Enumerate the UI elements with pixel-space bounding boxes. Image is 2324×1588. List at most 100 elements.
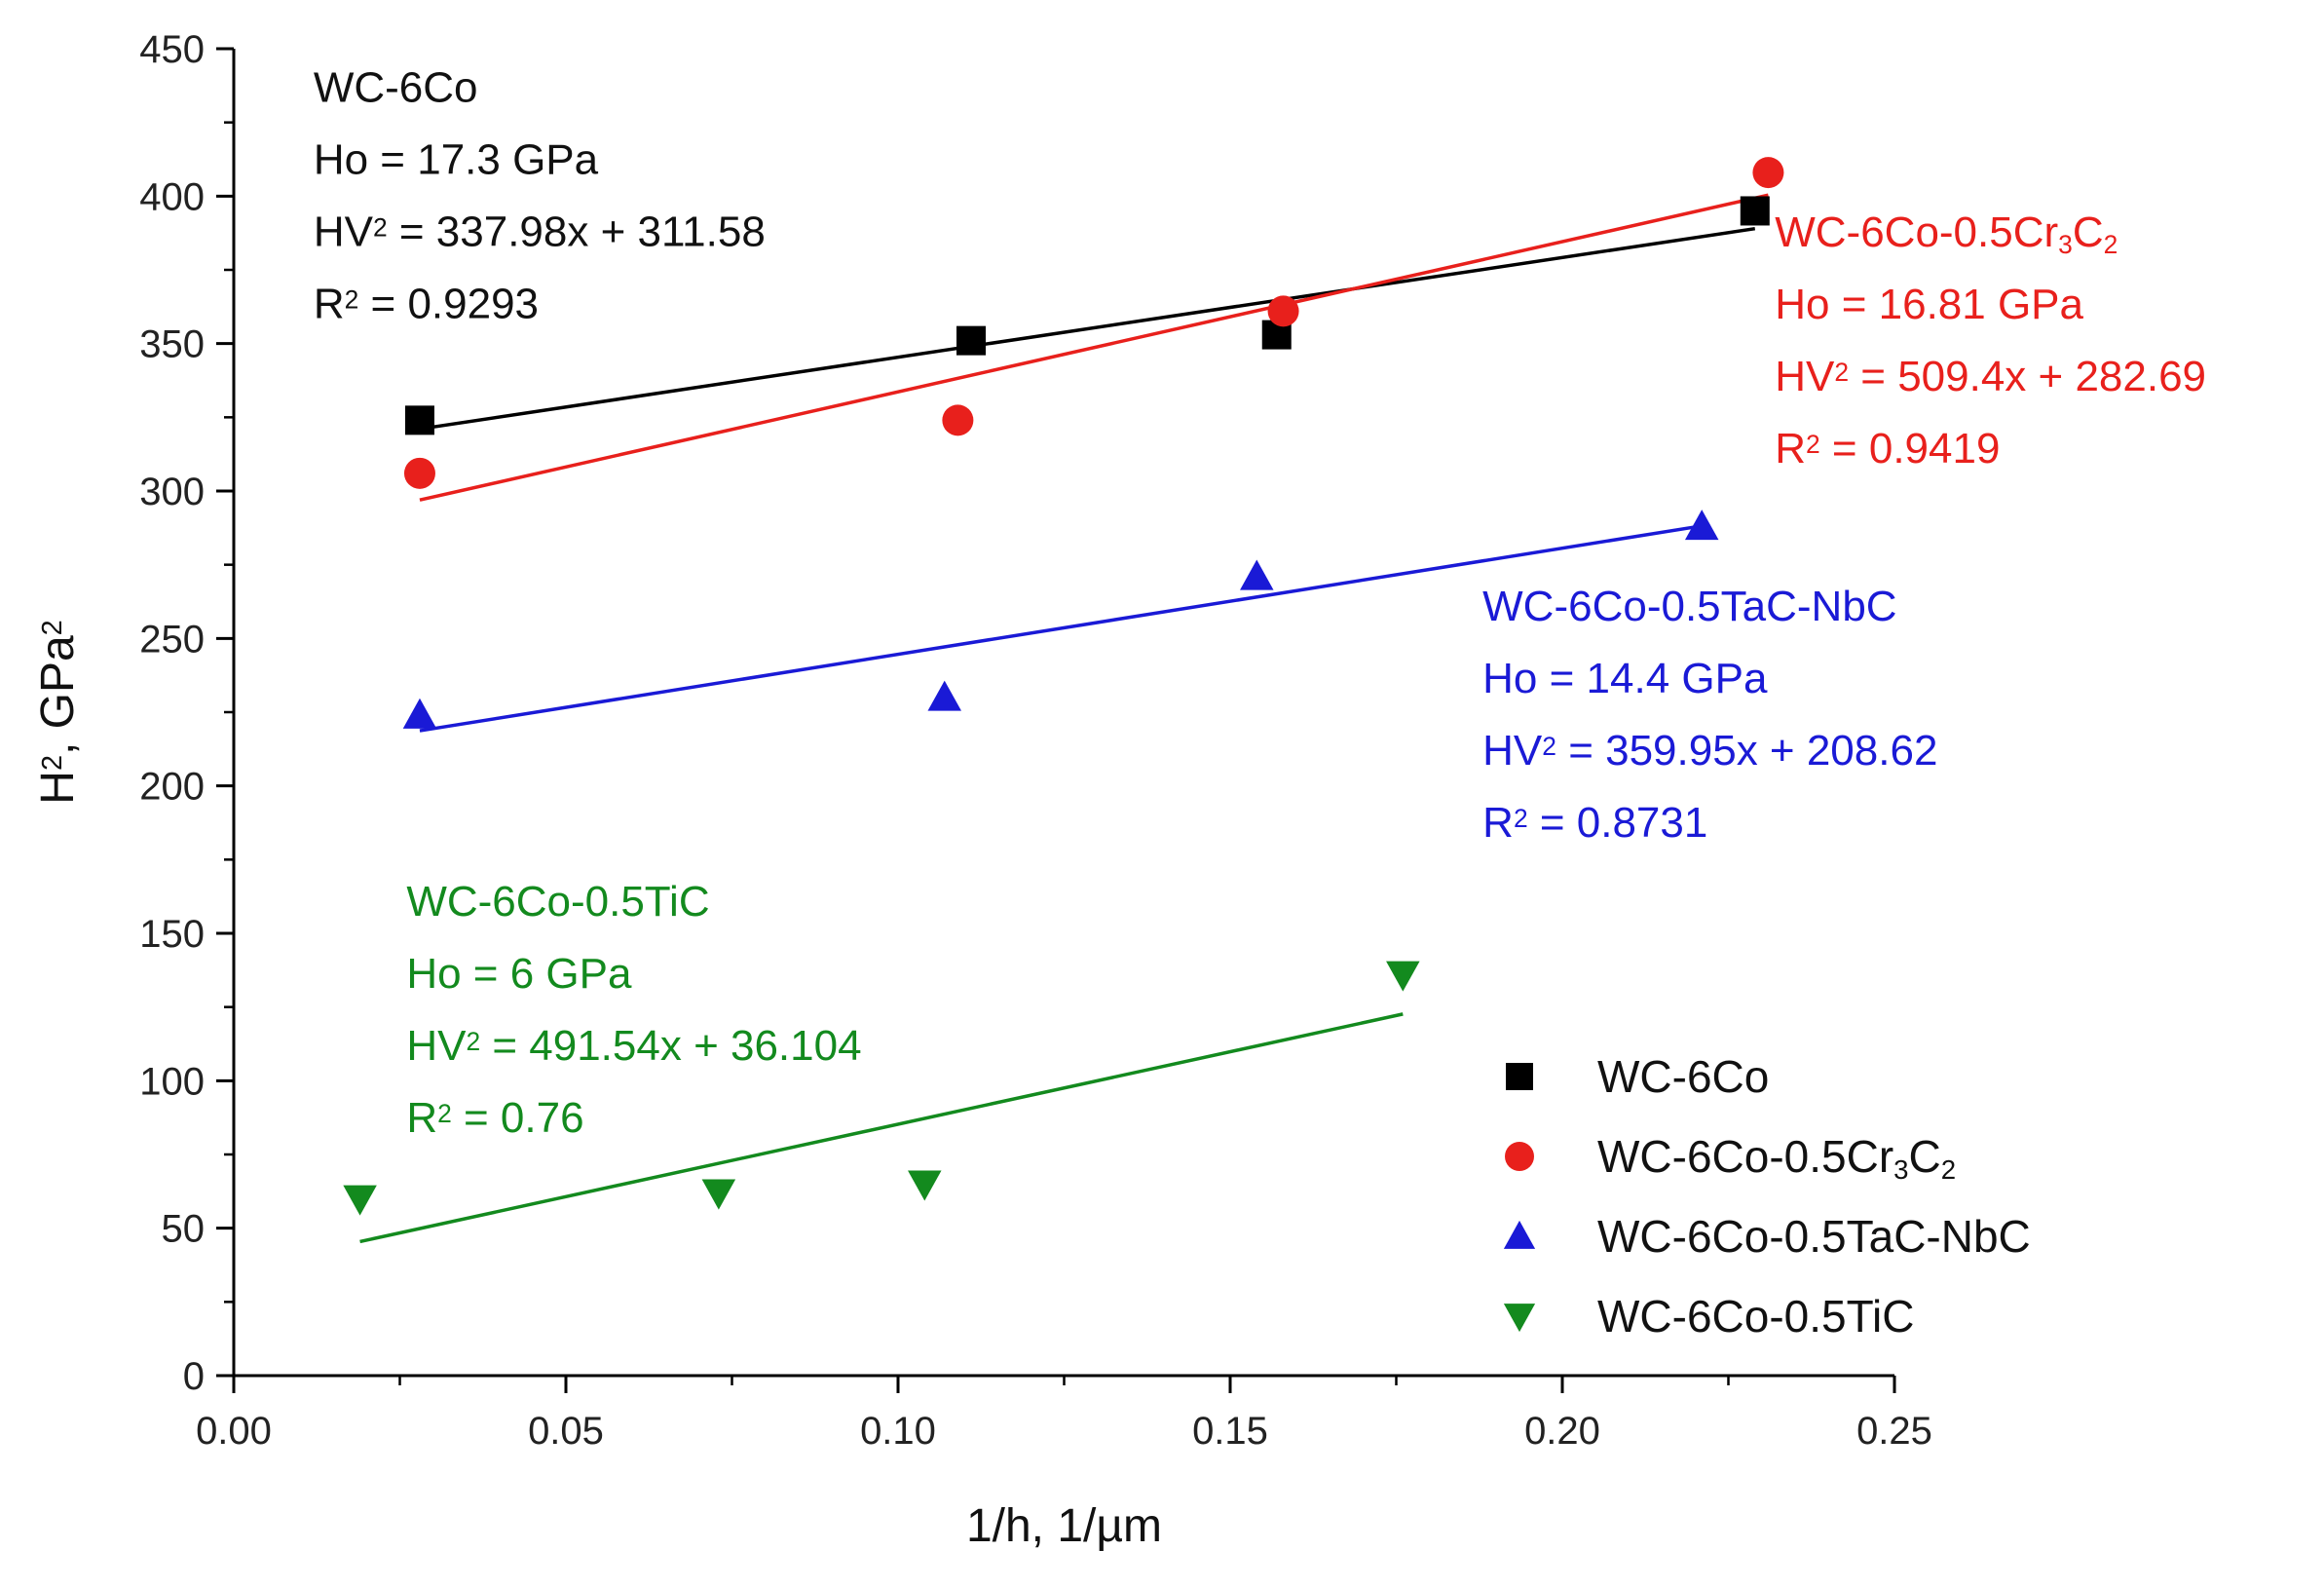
annotation-2-line-3-part: 2 <box>1514 804 1528 833</box>
data-point-series-1 <box>942 404 974 436</box>
annotation-0-line-2-part: = 337.98x + 311.58 <box>388 208 766 255</box>
fit-line-series-0 <box>419 226 1756 432</box>
y-tick-label: 400 <box>139 175 205 218</box>
y-axis-title-part: , GPa <box>32 635 84 755</box>
annotation-1-line-3-part: R <box>1775 425 1806 473</box>
fit-line-series-2 <box>419 524 1703 733</box>
y-tick-label: 300 <box>139 471 205 513</box>
annotation-1-line-0: WC-6Co-0.5Cr3C2 <box>1775 208 2118 259</box>
annotation-2-line-2: HV2 = 359.95x + 208.62 <box>1482 727 1937 775</box>
annotation-3-line-3: R2 = 0.76 <box>406 1094 583 1142</box>
annotation-1-line-3-part: 2 <box>1806 429 1820 458</box>
annotation-3-line-3-part: = 0.76 <box>452 1094 584 1142</box>
annotation-0-line-2-part: 2 <box>373 212 388 242</box>
y-axis-title-part: 2 <box>37 755 68 771</box>
annotation-2-line-3-part: R <box>1482 799 1514 847</box>
annotation-1-line-0-part: WC-6Co-0.5Cr <box>1775 208 2058 256</box>
data-point-series-1 <box>1267 295 1299 327</box>
legend-label-2-part: WC-6Co-0.5TaC-NbC <box>1597 1211 2031 1262</box>
annotation-0-line-3-part: R <box>314 280 345 327</box>
data-point-series-0 <box>404 405 434 435</box>
annotation-1-line-1-part: Ho = 16.81 GPa <box>1775 281 2083 328</box>
annotation-1-line-2-part: 2 <box>1834 357 1849 386</box>
annotation-2-line-3-part: = 0.8731 <box>1528 799 1708 847</box>
y-tick-label: 0 <box>183 1355 205 1398</box>
annotation-3-line-2-part: 2 <box>466 1026 480 1055</box>
legend-label-1-part: C <box>1909 1131 1941 1182</box>
annotation-2-line-0: WC-6Co-0.5TaC-NbC <box>1482 583 1896 630</box>
annotation-3-line-0-part: WC-6Co-0.5TiC <box>406 878 709 926</box>
y-axis-title-part: 2 <box>37 620 68 635</box>
legend-label-0-part: WC-6Co <box>1597 1051 1769 1102</box>
annotation-1-line-3-part: = 0.9419 <box>1820 425 2001 473</box>
annotation-2-line-2-part: = 359.95x + 208.62 <box>1556 727 1937 775</box>
x-tick-label: 0.00 <box>196 1410 272 1453</box>
annotation-0-line-3-part: = 0.9293 <box>358 280 539 327</box>
annotation-2-line-2-part: 2 <box>1542 732 1556 761</box>
legend-label-1-part: 2 <box>1941 1154 1956 1185</box>
legend-label-1: WC-6Co-0.5Cr3C2 <box>1597 1131 1956 1185</box>
legend-label-3-part: WC-6Co-0.5TiC <box>1597 1291 1914 1342</box>
legend-label-3: WC-6Co-0.5TiC <box>1597 1291 1914 1342</box>
y-tick-label: 350 <box>139 323 205 366</box>
x-tick-label: 0.10 <box>860 1410 936 1453</box>
legend-label-2: WC-6Co-0.5TaC-NbC <box>1597 1211 2031 1262</box>
x-tick-label: 0.15 <box>1192 1410 1268 1453</box>
x-tick-label: 0.05 <box>528 1410 604 1453</box>
y-tick-label: 250 <box>139 618 205 661</box>
annotation-2-line-0-part: WC-6Co-0.5TaC-NbC <box>1482 583 1896 630</box>
y-tick-label: 100 <box>139 1060 205 1103</box>
annotation-2-line-1-part: Ho = 14.4 GPa <box>1482 655 1768 702</box>
annotation-1-line-2-part: HV <box>1775 353 1835 400</box>
data-point-series-2 <box>1240 559 1274 590</box>
y-tick-label: 450 <box>139 28 205 71</box>
data-point-series-3 <box>701 1179 736 1210</box>
annotation-0-line-1-part: Ho = 17.3 GPa <box>314 135 599 183</box>
annotation-2-line-2-part: HV <box>1482 727 1543 775</box>
axes-layer: 0 50 100 150 200 250 300 350 400 450 0.00 0.05 0.10 0… <box>139 28 1932 1453</box>
annotation-1-line-2-part: = 509.4x + 282.69 <box>1849 353 2206 400</box>
data-point-series-3 <box>908 1170 942 1201</box>
annotation-3-line-3-part: 2 <box>437 1098 452 1127</box>
annotation-1-line-0-part: 2 <box>2104 229 2118 258</box>
data-point-series-1 <box>1752 157 1784 189</box>
y-tick-label: 200 <box>139 766 205 809</box>
legend: WC-6Co WC-6Co-0.5Cr3C2 WC-6Co-0.5TaC-NbC WC… <box>1503 1051 2031 1342</box>
legend-label-1-part: 3 <box>1893 1154 1908 1185</box>
data-point-series-2 <box>1684 510 1719 541</box>
legend-marker-1 <box>1505 1142 1534 1171</box>
legend-marker-3 <box>1503 1304 1536 1333</box>
data-point-series-1 <box>403 457 435 489</box>
legend-label-0: WC-6Co <box>1597 1051 1769 1102</box>
annotation-3-line-0: WC-6Co-0.5TiC <box>406 878 709 926</box>
data-point-series-2 <box>402 698 437 729</box>
annotation-2-line-1: Ho = 14.4 GPa <box>1482 655 1768 702</box>
data-point-series-0 <box>956 325 987 356</box>
data-point-series-2 <box>927 680 961 711</box>
annotation-0-line-1: Ho = 17.3 GPa <box>314 135 599 183</box>
annotation-1-line-2: HV2 = 509.4x + 282.69 <box>1775 353 2206 400</box>
data-point-series-3 <box>1386 961 1420 992</box>
annotation-1-line-1: Ho = 16.81 GPa <box>1775 281 2083 328</box>
y-tick-label: 50 <box>162 1208 206 1251</box>
annotation-0-line-0-part: WC-6Co <box>314 63 478 111</box>
y-axis-title-part: H <box>32 771 84 805</box>
annotation-3-line-2-part: HV <box>406 1022 467 1070</box>
annotation-3-line-1-part: Ho = 6 GPa <box>406 950 632 998</box>
x-tick-label: 0.25 <box>1856 1410 1932 1453</box>
annotation-0-line-2-part: HV <box>314 208 374 255</box>
x-axis-title: 1/h, 1/µm <box>966 1500 1162 1552</box>
fit-line-series-1 <box>419 193 1769 502</box>
data-point-series-0 <box>1740 196 1770 226</box>
annotation-0-line-3-part: 2 <box>345 284 359 314</box>
annotation-3-line-3-part: R <box>406 1094 437 1142</box>
legend-marker-0 <box>1506 1063 1533 1090</box>
data-point-series-3 <box>343 1185 377 1216</box>
fit-line-series-3 <box>359 1012 1404 1244</box>
fit-lines-layer <box>359 193 1769 1244</box>
annotation-1-line-0-part: 3 <box>2058 229 2073 258</box>
annotation-3-line-1: Ho = 6 GPa <box>406 950 632 998</box>
annotation-3-line-2-part: = 491.54x + 36.104 <box>480 1022 861 1070</box>
legend-label-1-part: WC-6Co-0.5Cr <box>1597 1131 1893 1182</box>
